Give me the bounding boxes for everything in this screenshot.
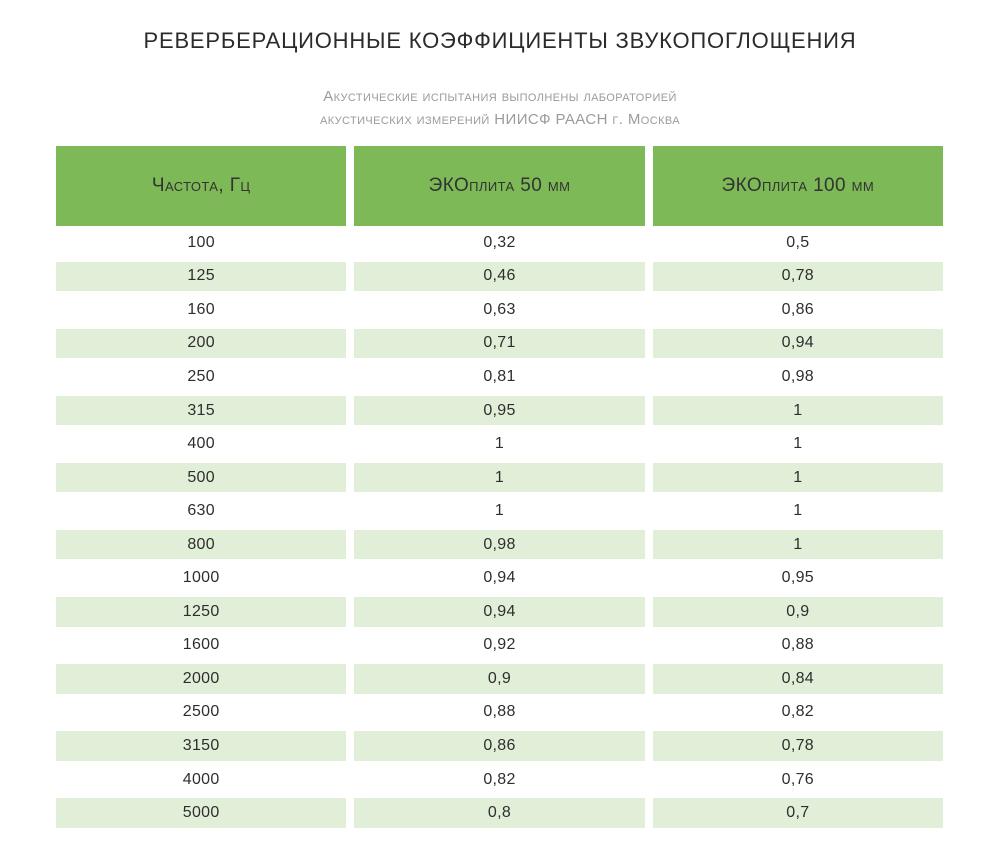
table-cell: 1 xyxy=(494,502,505,520)
table-cell: 3150 xyxy=(56,729,347,763)
table-cell: 0,32 xyxy=(483,233,516,251)
table-cell: 0,9 xyxy=(354,662,645,696)
table-cell: 200 xyxy=(56,326,347,361)
table-cell: 0,94 xyxy=(483,569,516,587)
table-cell: 1600 xyxy=(182,636,220,654)
subtitle-line-2: акустических измерений НИИСФ РААСН г. Мо… xyxy=(319,111,681,128)
table-cell: 0,76 xyxy=(781,770,814,788)
table-cell: 0,7 xyxy=(652,796,943,830)
table-cell: 0,84 xyxy=(652,662,943,696)
table-cell: 0,86 xyxy=(781,300,814,318)
table-row: 250 0,81 0,98 xyxy=(56,360,943,394)
subtitle: Акустические испытания выполнены лаборат… xyxy=(0,85,1000,131)
table-row: 125 0,46 0,78 xyxy=(56,259,943,294)
table-cell: 0,86 xyxy=(354,729,645,763)
table-cell: 0,98 xyxy=(354,527,645,562)
table-cell: 4000 xyxy=(182,770,220,788)
table-cell: 0,98 xyxy=(781,367,814,385)
table-row: 315 0,95 1 xyxy=(56,393,943,428)
table-cell: 0,63 xyxy=(483,300,516,318)
table-row: 100 0,32 0,5 xyxy=(56,226,943,260)
table-cell: 1 xyxy=(652,527,943,562)
table-cell: 315 xyxy=(56,393,347,428)
table-cell: 1000 xyxy=(182,569,220,587)
table-row: 5000 0,8 0,7 xyxy=(56,796,943,830)
table-header-frequency: Частота, Гц xyxy=(56,146,347,226)
table-cell: 100 xyxy=(187,233,215,251)
table-row: 1600 0,92 0,88 xyxy=(56,629,943,663)
table-cell: 0,94 xyxy=(354,595,645,629)
table-cell: 0,71 xyxy=(354,326,645,361)
table-row: 160 0,63 0,86 xyxy=(56,293,943,327)
table-cell: 1 xyxy=(793,435,803,453)
table-row: 800 0,98 1 xyxy=(56,527,943,562)
subtitle-line-1: Акустические испытания выполнены лаборат… xyxy=(323,88,677,105)
table-header-ecoplate-100mm: ЭКОплита 100 мм xyxy=(652,146,943,226)
table-row: 400 1 1 xyxy=(56,427,943,461)
table-cell: 400 xyxy=(187,435,215,453)
table-row: 3150 0,86 0,78 xyxy=(56,729,943,763)
table-cell: 0,88 xyxy=(781,636,814,654)
table-cell: 5000 xyxy=(56,796,347,830)
table-cell: 0,88 xyxy=(483,703,516,721)
table-cell: 250 xyxy=(187,367,215,385)
table-row: 4000 0,82 0,76 xyxy=(56,763,943,797)
table-cell: 125 xyxy=(56,259,347,294)
table-row: 1000 0,94 0,95 xyxy=(56,561,943,595)
absorption-table: Частота, Гц ЭКОплита 50 мм ЭКОплита 100 … xyxy=(56,146,943,830)
table-cell: 0,95 xyxy=(781,569,814,587)
table-cell: 0,82 xyxy=(781,703,814,721)
table-cell: 500 xyxy=(56,460,347,495)
table-cell: 0,92 xyxy=(483,636,516,654)
table-cell: 0,95 xyxy=(354,393,645,428)
table-cell: 0,82 xyxy=(483,770,516,788)
table-row: 500 1 1 xyxy=(56,460,943,495)
table-row: 2000 0,9 0,84 xyxy=(56,662,943,696)
table-cell: 160 xyxy=(187,300,215,318)
table-cell: 0,46 xyxy=(354,259,645,294)
table-cell: 0,78 xyxy=(652,259,943,294)
table-row: 200 0,71 0,94 xyxy=(56,326,943,361)
table-cell: 800 xyxy=(56,527,347,562)
table-cell: 0,94 xyxy=(652,326,943,361)
table-header-ecoplate-50mm: ЭКОплита 50 мм xyxy=(354,146,645,226)
table-cell: 1 xyxy=(793,502,803,520)
table-cell: 0,78 xyxy=(652,729,943,763)
table-cell: 1 xyxy=(354,460,645,495)
table-cell: 0,8 xyxy=(354,796,645,830)
table-row: 2500 0,88 0,82 xyxy=(56,696,943,730)
table-cell: 2500 xyxy=(182,703,220,721)
table-row: 1250 0,94 0,9 xyxy=(56,595,943,629)
page-title: РЕВЕРБЕРАЦИОННЫЕ КОЭФФИЦИЕНТЫ ЗВУКОПОГЛО… xyxy=(143,28,857,53)
table-row: 630 1 1 xyxy=(56,494,943,528)
table-cell: 630 xyxy=(187,502,215,520)
table-cell: 0,81 xyxy=(483,367,516,385)
table-cell: 1250 xyxy=(56,595,347,629)
table-cell: 2000 xyxy=(56,662,347,696)
table-cell: 0,9 xyxy=(652,595,943,629)
table-header-row: Частота, Гц ЭКОплита 50 мм ЭКОплита 100 … xyxy=(56,146,943,226)
table-cell: 0,5 xyxy=(786,233,810,251)
table-body: 100 0,32 0,5 125 0,46 0,78 160 0,63 0,86 200 0,71 0… xyxy=(56,226,943,830)
table-cell: 1 xyxy=(652,460,943,495)
table-cell: 1 xyxy=(494,435,505,453)
table-cell: 1 xyxy=(652,393,943,428)
